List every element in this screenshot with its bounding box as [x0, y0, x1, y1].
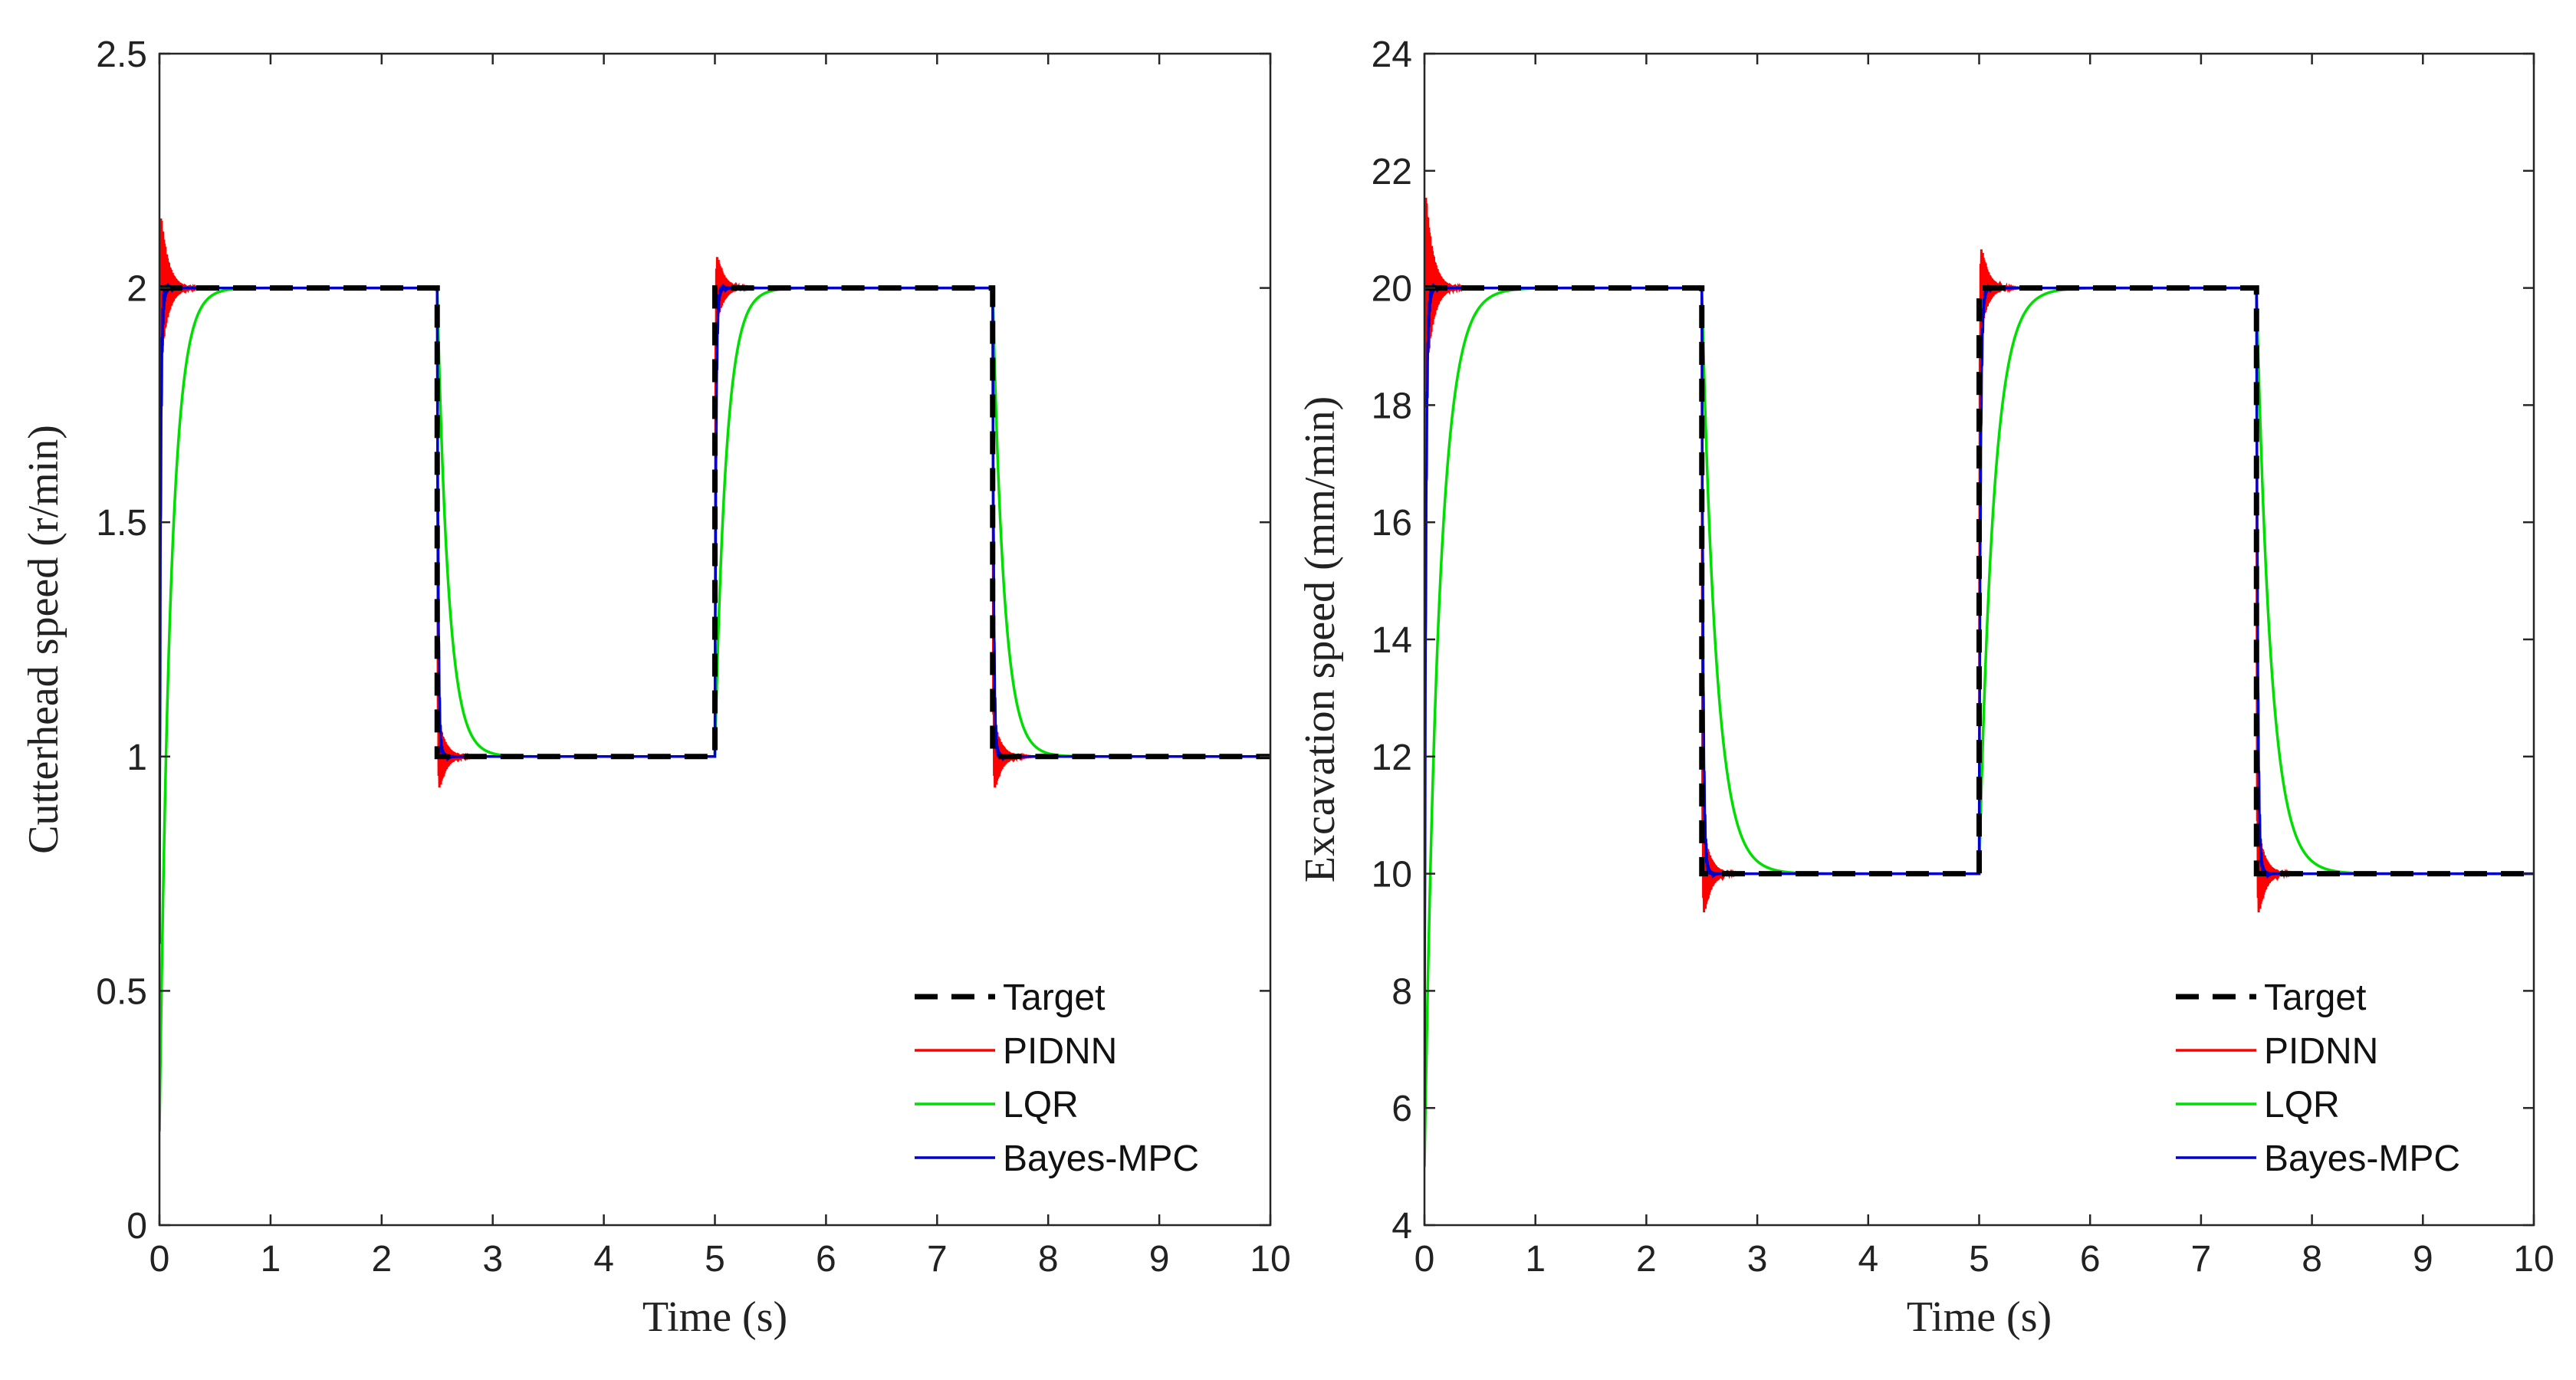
x-tick-label: 10 — [2513, 1239, 2554, 1280]
x-tick-label: 9 — [1149, 1239, 1170, 1280]
x-tick-label: 3 — [482, 1239, 503, 1280]
x-tick-label: 10 — [1250, 1239, 1290, 1280]
legend-label-bayes-mpc: Bayes-MPC — [1003, 1138, 1199, 1179]
series-line-target — [1424, 285, 2534, 877]
y-tick-label: 12 — [1372, 738, 1412, 778]
x-axis-label: Time (s) — [1907, 1293, 2052, 1341]
x-tick-label: 6 — [816, 1239, 836, 1280]
legend-label-pidnn: PIDNN — [2264, 1031, 2378, 1072]
cutterhead-speed-chart: 0 1 2 3 4 5 6 7 8 9 10 0 0.5 1 1.5 2 2.5 Time (s) Cutterhe… — [20, 34, 1291, 1341]
x-tick-label: 3 — [1747, 1239, 1768, 1280]
legend: Target PIDNN LQR Bayes-MPC — [2176, 978, 2460, 1179]
x-tick-label: 2 — [371, 1239, 392, 1280]
y-tick-label: 20 — [1372, 269, 1412, 310]
series-line-target — [159, 285, 1270, 760]
y-tick-label: 16 — [1372, 503, 1412, 544]
x-tick-label: 8 — [2302, 1239, 2322, 1280]
x-tick-label: 0 — [150, 1239, 170, 1280]
x-tick-label: 8 — [1038, 1239, 1059, 1280]
y-tick-label: 4 — [1392, 1206, 1412, 1247]
legend-label-target: Target — [2264, 978, 2366, 1018]
y-tick-label: 22 — [1372, 152, 1412, 192]
y-tick-label: 18 — [1372, 386, 1412, 426]
x-tick-label: 7 — [927, 1239, 948, 1280]
x-tick-label: 7 — [2191, 1239, 2212, 1280]
x-tick-label: 5 — [705, 1239, 725, 1280]
x-tick-label: 4 — [593, 1239, 614, 1280]
legend-label-pidnn: PIDNN — [1003, 1031, 1117, 1072]
x-tick-label: 9 — [2413, 1239, 2433, 1280]
x-tick-label: 1 — [1525, 1239, 1546, 1280]
y-tick-label: 24 — [1372, 34, 1412, 75]
y-tick-label: 14 — [1372, 620, 1412, 661]
x-tick-label: 2 — [1636, 1239, 1657, 1280]
x-tick-label: 6 — [2080, 1239, 2101, 1280]
y-tick-label: 10 — [1372, 855, 1412, 895]
plot-area — [1424, 197, 2534, 1167]
legend-label-bayes-mpc: Bayes-MPC — [2264, 1138, 2460, 1179]
legend-label-lqr: LQR — [1003, 1085, 1079, 1125]
y-tick-label: 2 — [127, 269, 147, 310]
x-tick-label: 4 — [1858, 1239, 1878, 1280]
x-tick-label: 0 — [1414, 1239, 1435, 1280]
plot-area — [159, 218, 1270, 1132]
x-tick-label: 5 — [1969, 1239, 1990, 1280]
y-tick-label: 0 — [127, 1206, 147, 1247]
y-tick-label: 1 — [127, 738, 147, 778]
y-tick-label: 8 — [1392, 971, 1412, 1012]
legend-label-lqr: LQR — [2264, 1085, 2340, 1125]
legend: Target PIDNN LQR Bayes-MPC — [915, 978, 1199, 1179]
y-tick-label: 0.5 — [96, 971, 147, 1012]
y-axis-label: Excavation speed (mm/min) — [1296, 396, 1344, 882]
x-tick-label: 1 — [261, 1239, 281, 1280]
y-tick-label: 2.5 — [96, 34, 147, 75]
y-axis-label: Cutterhead speed (r/min) — [20, 425, 67, 854]
y-tick-label: 6 — [1392, 1089, 1412, 1129]
y-tick-label: 1.5 — [96, 503, 147, 544]
legend-label-target: Target — [1003, 978, 1105, 1018]
x-axis-label: Time (s) — [642, 1293, 787, 1341]
